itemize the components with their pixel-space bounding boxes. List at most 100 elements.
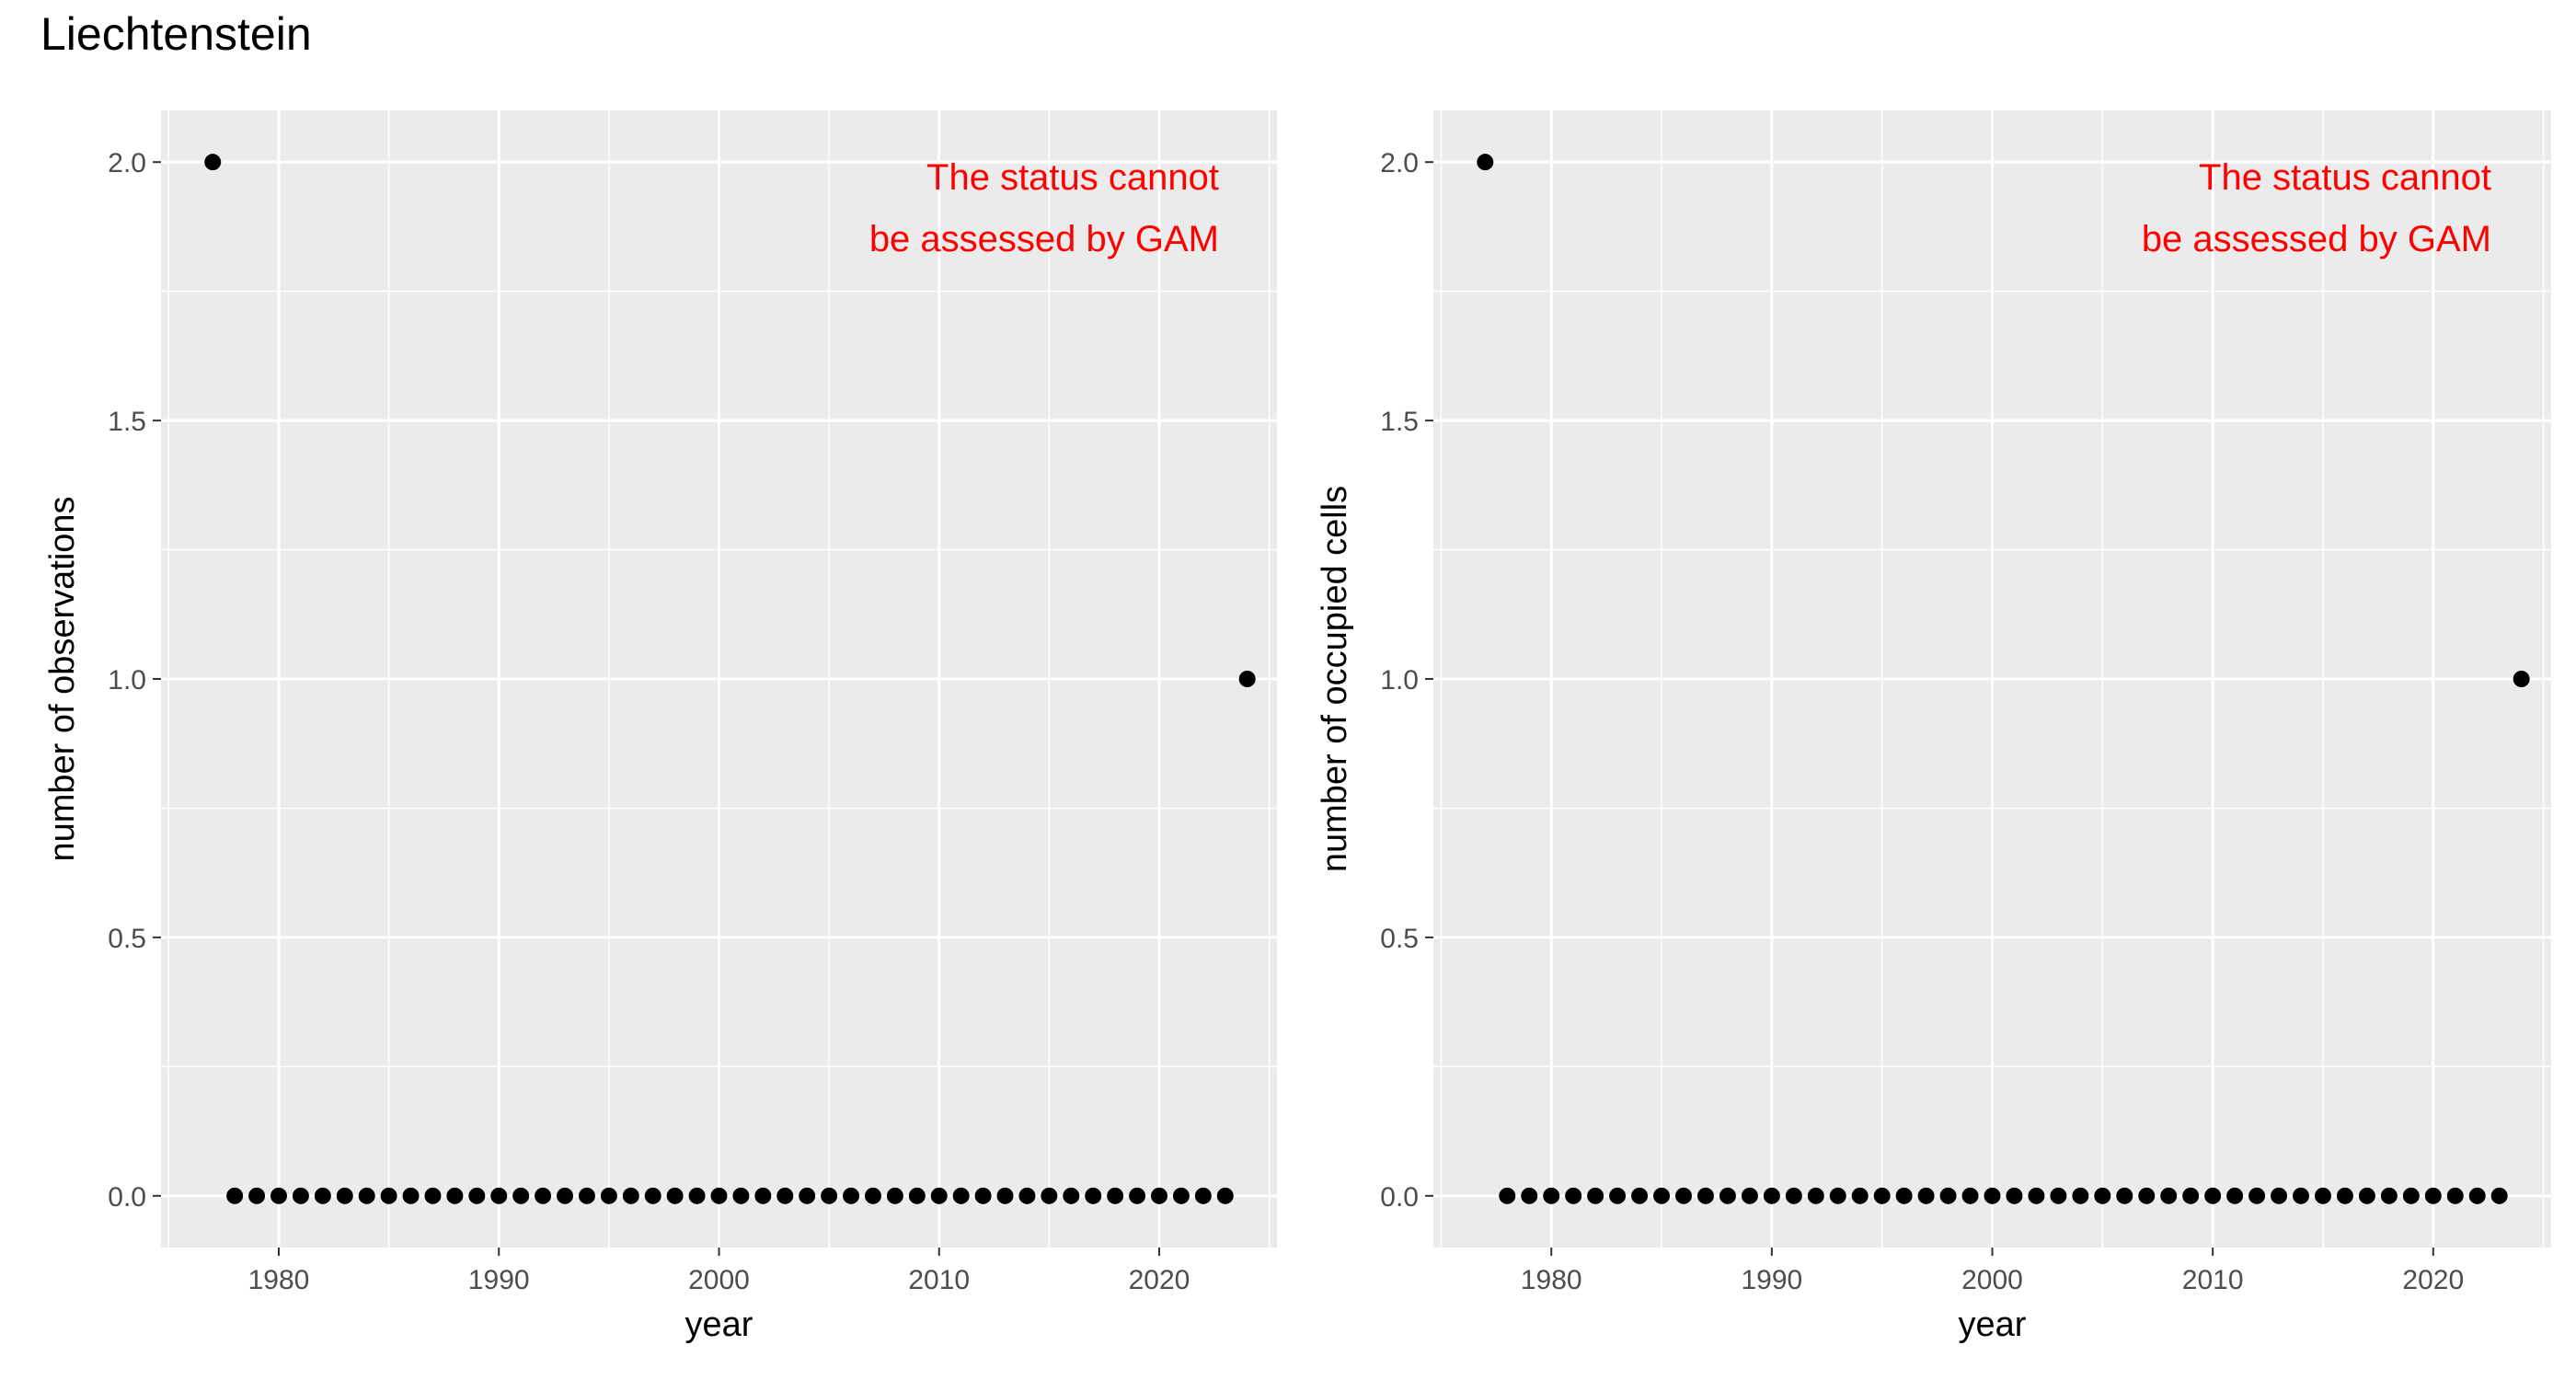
x-tick-label: 1990	[1741, 1265, 1802, 1295]
data-point	[1674, 1187, 1692, 1204]
data-point	[1194, 1187, 1212, 1204]
data-point	[1961, 1187, 1979, 1204]
data-point	[644, 1187, 661, 1204]
data-point	[1763, 1187, 1780, 1204]
x-tick-label: 1990	[468, 1265, 530, 1295]
data-point	[512, 1187, 530, 1204]
data-point	[2182, 1187, 2200, 1204]
data-point	[2424, 1187, 2442, 1204]
x-tick-label: 2010	[908, 1265, 970, 1295]
data-point	[908, 1187, 926, 1204]
data-point	[996, 1187, 1014, 1204]
data-point	[2050, 1187, 2067, 1204]
data-point	[1829, 1187, 1846, 1204]
data-point	[821, 1187, 838, 1204]
data-point	[424, 1187, 442, 1204]
data-point	[2226, 1187, 2244, 1204]
data-point	[2271, 1187, 2288, 1204]
data-point	[557, 1187, 574, 1204]
data-point	[2138, 1187, 2156, 1204]
y-tick-label: 0.0	[1380, 1182, 1419, 1213]
data-point	[2160, 1187, 2178, 1204]
data-point	[2028, 1187, 2045, 1204]
data-point	[776, 1187, 794, 1204]
data-point	[666, 1187, 684, 1204]
x-tick-label: 2020	[2402, 1265, 2464, 1295]
data-point	[974, 1187, 992, 1204]
data-point	[2314, 1187, 2331, 1204]
data-point	[2006, 1187, 2023, 1204]
status-annotation-line: The status cannot	[2199, 157, 2491, 198]
y-tick-label: 2.0	[1380, 148, 1419, 178]
data-point	[535, 1187, 552, 1204]
data-point	[336, 1187, 353, 1204]
x-axis-title: year	[1959, 1305, 2027, 1344]
data-point	[1741, 1187, 1758, 1204]
data-point	[688, 1187, 706, 1204]
data-point	[799, 1187, 816, 1204]
data-point	[1521, 1187, 1538, 1204]
data-point	[226, 1187, 244, 1204]
data-point	[1631, 1187, 1649, 1204]
data-point	[622, 1187, 639, 1204]
data-point	[843, 1187, 860, 1204]
data-point	[1895, 1187, 1913, 1204]
data-point	[1238, 671, 1256, 687]
x-tick-label: 1980	[1521, 1265, 1582, 1295]
data-point	[1653, 1187, 1671, 1204]
x-axis-title: year	[685, 1305, 753, 1344]
data-point	[600, 1187, 617, 1204]
x-tick-label: 2000	[688, 1265, 750, 1295]
data-point	[1216, 1187, 1234, 1204]
data-point	[2116, 1187, 2133, 1204]
data-point	[1499, 1187, 1516, 1204]
data-point	[2293, 1187, 2310, 1204]
data-point	[1477, 154, 1494, 171]
data-point	[1785, 1187, 1802, 1204]
chart-cells: 0.0 0.5 1.0 1.5 2.0 1980 1990 2000 2010 2020 year n…	[1316, 110, 2551, 1344]
data-point	[2248, 1187, 2266, 1204]
data-point	[930, 1187, 948, 1204]
data-point	[1172, 1187, 1190, 1204]
y-tick-label: 0.5	[1380, 924, 1419, 954]
data-point	[1719, 1187, 1736, 1204]
data-point	[358, 1187, 375, 1204]
data-point	[2402, 1187, 2420, 1204]
data-point	[886, 1187, 903, 1204]
data-point	[292, 1187, 309, 1204]
data-point	[578, 1187, 595, 1204]
data-point	[2446, 1187, 2464, 1204]
data-point	[1873, 1187, 1891, 1204]
data-point	[270, 1187, 287, 1204]
data-point	[2490, 1187, 2508, 1204]
data-point	[1984, 1187, 2001, 1204]
y-axis-title: number of observations	[43, 496, 82, 861]
data-point	[1609, 1187, 1627, 1204]
y-tick-label: 1.5	[1380, 407, 1419, 437]
data-point	[1085, 1187, 1102, 1204]
data-point	[1917, 1187, 1935, 1204]
data-point	[2204, 1187, 2222, 1204]
x-tick-label: 2010	[2182, 1265, 2244, 1295]
data-point	[1543, 1187, 1560, 1204]
data-point	[314, 1187, 331, 1204]
data-point	[2072, 1187, 2089, 1204]
y-tick-label: 1.0	[108, 665, 146, 696]
data-point	[710, 1187, 728, 1204]
status-annotation-line: be assessed by GAM	[869, 219, 1219, 259]
data-point	[1063, 1187, 1080, 1204]
y-axis-title: number of occupied cells	[1316, 486, 1354, 872]
data-point	[2358, 1187, 2375, 1204]
data-point	[2513, 671, 2530, 687]
data-point	[204, 154, 222, 171]
data-point	[402, 1187, 420, 1204]
data-point	[1851, 1187, 1869, 1204]
data-point	[1696, 1187, 1714, 1204]
status-annotation-line: The status cannot	[926, 157, 1219, 198]
data-point	[952, 1187, 970, 1204]
data-point	[2336, 1187, 2353, 1204]
data-point	[468, 1187, 486, 1204]
data-point	[1565, 1187, 1582, 1204]
data-point	[1129, 1187, 1146, 1204]
data-point	[2468, 1187, 2486, 1204]
